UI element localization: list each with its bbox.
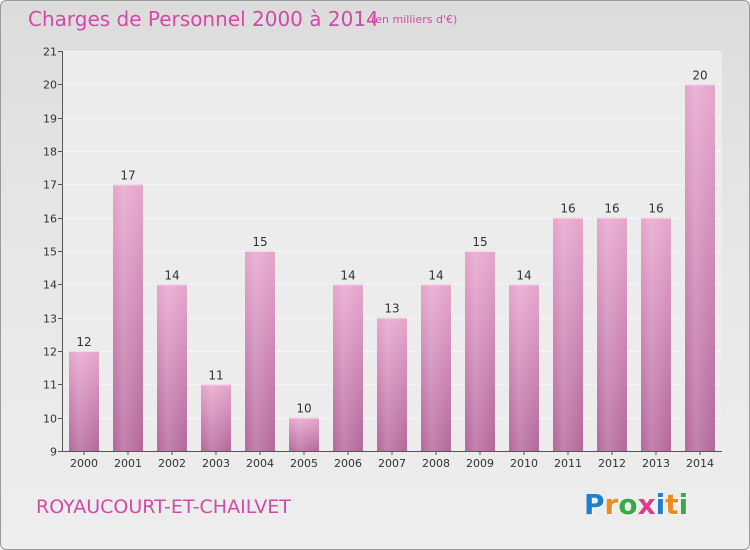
proxiti-logo: Proxiti [584,488,688,521]
x-tick-label-2002: 2002 [158,457,186,470]
x-tick-label-2001: 2001 [114,457,142,470]
x-tick-label-2008: 2008 [422,457,450,470]
y-tick-label: 17 [43,179,57,192]
bar-highlight [113,184,143,452]
bar-highlight [157,284,187,451]
x-tick-label-2000: 2000 [70,457,98,470]
y-tick-label: 16 [43,213,57,226]
x-tick-label-2003: 2003 [202,457,230,470]
bar-highlight [553,217,583,451]
x-tick-label-2007: 2007 [378,457,406,470]
data-label-2000: 12 [76,335,91,349]
logo-letter: o [618,488,638,521]
y-tick-label: 21 [43,46,57,59]
bar-highlight [509,284,539,451]
logo-letter: i [678,488,689,521]
y-tick-label: 15 [43,246,57,259]
y-tick-label: 11 [43,379,57,392]
bar-highlight [465,251,495,451]
x-tick-label-2014: 2014 [686,457,714,470]
x-axis: 2000 2001 2002 2003 2004 2005 2006 2007 2008 2009… [62,451,722,470]
x-tick-label-2010: 2010 [510,457,538,470]
data-label-2005: 10 [296,402,311,416]
data-label-2003: 11 [208,368,223,382]
commune-name: ROYAUCOURT-ET-CHAILVET [36,496,291,518]
y-tick-label: 20 [43,79,57,92]
bar-chart: 9 10 11 12 13 14 15 16 17 18 19 20 21 12 17 14 11 15 10 14… [43,46,722,470]
y-tick-label: 19 [43,113,57,126]
bar-highlight [201,384,231,451]
chart-title: Charges de Personnel 2000 à 2014 [28,7,379,31]
logo-letter: x [637,488,656,521]
logo-letter: i [655,488,666,521]
y-tick-label: 10 [43,413,57,426]
y-tick-label: 12 [43,346,57,359]
x-tick-label-2013: 2013 [642,457,670,470]
data-label-2006: 14 [340,268,355,282]
x-tick-label-2011: 2011 [554,457,582,470]
data-label-2013: 16 [648,202,663,216]
bar-highlight [377,317,407,451]
bar-highlight [641,217,671,451]
data-label-2001: 17 [120,168,135,182]
x-tick-label-2004: 2004 [246,457,274,470]
x-tick-label-2009: 2009 [466,457,494,470]
bar-highlight [245,251,275,451]
x-tick-label-2005: 2005 [290,457,318,470]
data-label-2008: 14 [428,268,443,282]
x-tick-label-2006: 2006 [334,457,362,470]
y-tick-label: 18 [43,146,57,159]
logo-letter: t [665,488,679,521]
bar-highlight [333,284,363,451]
y-tick-label: 14 [43,279,57,292]
logo-letter: r [604,488,619,521]
bar-highlight [421,284,451,451]
y-tick-label: 13 [43,313,57,326]
data-label-2014: 20 [692,68,707,82]
y-tick-label: 9 [50,446,57,459]
data-label-2007: 13 [384,302,399,316]
bar-highlight [289,417,319,451]
data-label-2010: 14 [516,268,531,282]
bar-highlight [69,351,99,451]
bar-highlight [597,217,627,451]
bar-highlight [685,84,715,451]
bars: 12 17 14 11 15 10 14 13 14 15 14 16 16 16 20 [69,68,715,452]
y-axis: 9 10 11 12 13 14 15 16 17 18 19 20 21 [43,46,63,459]
data-label-2002: 14 [164,268,179,282]
x-tick-label-2012: 2012 [598,457,626,470]
logo-letter: P [584,488,605,521]
data-label-2011: 16 [560,202,575,216]
data-label-2012: 16 [604,202,619,216]
data-label-2004: 15 [252,235,267,249]
chart-subtitle: (en milliers d'€) [371,13,458,26]
data-label-2009: 15 [472,235,487,249]
